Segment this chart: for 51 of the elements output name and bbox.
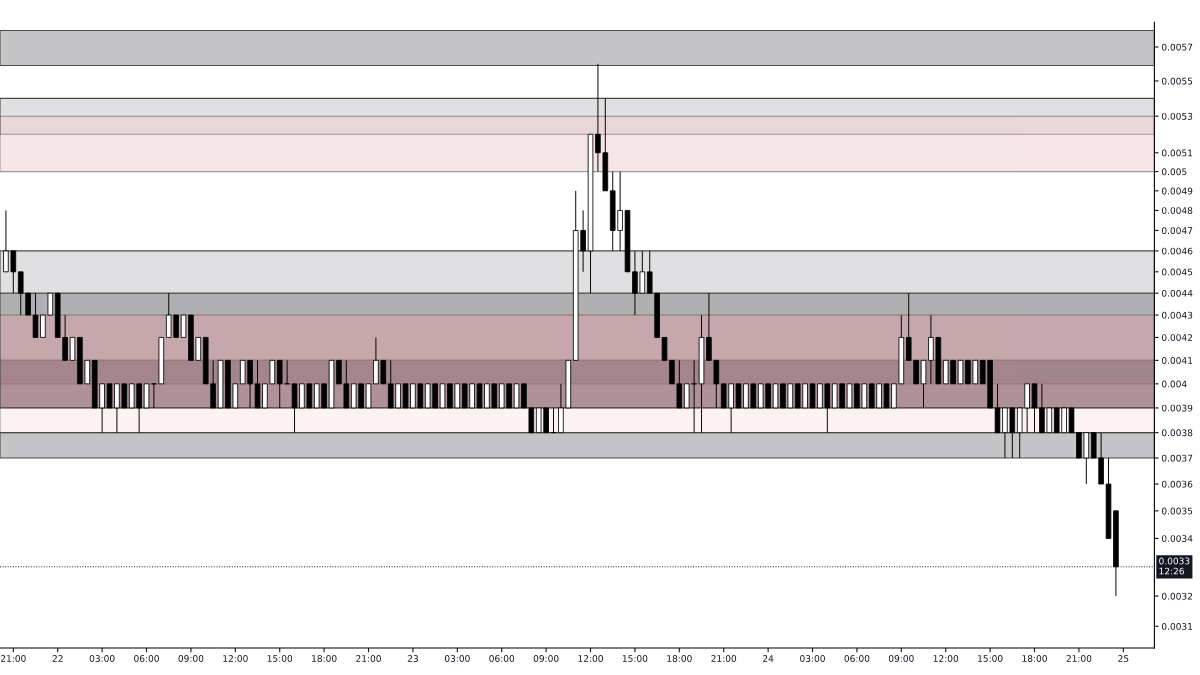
y-tick-label: 0.0055	[1161, 77, 1193, 85]
x-tick-label: 23	[407, 655, 418, 662]
x-tick-label: 21:00	[711, 655, 737, 662]
y-tick-label: 0.0036	[1161, 480, 1193, 488]
y-tick-label: 0.0031	[1161, 623, 1193, 630]
y-tick-label: 0.0042	[1161, 334, 1193, 341]
ref-line-label: 0.0033 12:26	[1159, 557, 1190, 575]
y-tick-label: 0.0041	[1161, 357, 1193, 364]
x-tick-label: 03:00	[444, 655, 470, 662]
y-tick-label: 0.0048	[1161, 207, 1193, 214]
x-tick-label: 24	[763, 655, 774, 662]
x-tick-label: 21:00	[0, 655, 26, 662]
x-tick-label: 18:00	[312, 655, 337, 662]
x-tick-label: 25	[1118, 655, 1129, 662]
x-tick-label: 12:00	[578, 655, 603, 662]
y-tick-label: 0.0045	[1161, 268, 1193, 276]
y-tick-label: 0.0043	[1161, 311, 1193, 319]
y-tick-label: 0.004	[1161, 380, 1187, 388]
y-tick-label: 0.0035	[1161, 507, 1193, 515]
y-tick-label: 0.0057	[1161, 43, 1193, 51]
x-tick-label: 06:00	[844, 655, 870, 662]
x-tick-label: 15:00	[978, 655, 1003, 662]
x-tick-label: 22	[52, 655, 63, 662]
y-tick-label: 0.0034	[1161, 535, 1193, 542]
x-tick-label: 03:00	[800, 655, 825, 662]
x-tick-label: 21:00	[1066, 655, 1092, 662]
x-tick-label: 18:00	[667, 655, 692, 662]
x-tick-label: 09:00	[888, 655, 914, 662]
y-tick-label: 0.0044	[1161, 289, 1193, 297]
y-tick-label: 0.0051	[1161, 149, 1193, 157]
x-tick-label: 09:00	[533, 655, 559, 662]
x-tick-label: 12:00	[933, 655, 959, 662]
y-tick-label: 0.005	[1161, 168, 1187, 176]
y-tick-label: 0.0049	[1161, 187, 1193, 195]
y-tick-label: 0.0038	[1161, 429, 1193, 437]
x-tick-label: 09:00	[178, 655, 204, 662]
x-tick-label: 03:00	[89, 655, 115, 662]
y-tick-label: 0.0039	[1161, 404, 1193, 412]
y-tick-label: 0.0053	[1161, 112, 1193, 120]
x-tick-label: 12:00	[223, 655, 248, 662]
candlestick	[276, 359, 283, 409]
x-tick-label: 15:00	[622, 655, 648, 662]
x-tick-label: 18:00	[1022, 655, 1047, 662]
y-tick-label: 0.0046	[1161, 247, 1193, 255]
y-tick-label: 0.0037	[1161, 454, 1193, 462]
y-tick-label: 0.0047	[1161, 227, 1193, 235]
x-tick-label: 06:00	[134, 655, 159, 662]
x-tick-label: 06:00	[489, 655, 515, 662]
y-tick-label: 0.0032	[1161, 592, 1193, 600]
x-tick-label: 15:00	[267, 655, 293, 662]
x-tick-label: 21:00	[356, 655, 381, 662]
